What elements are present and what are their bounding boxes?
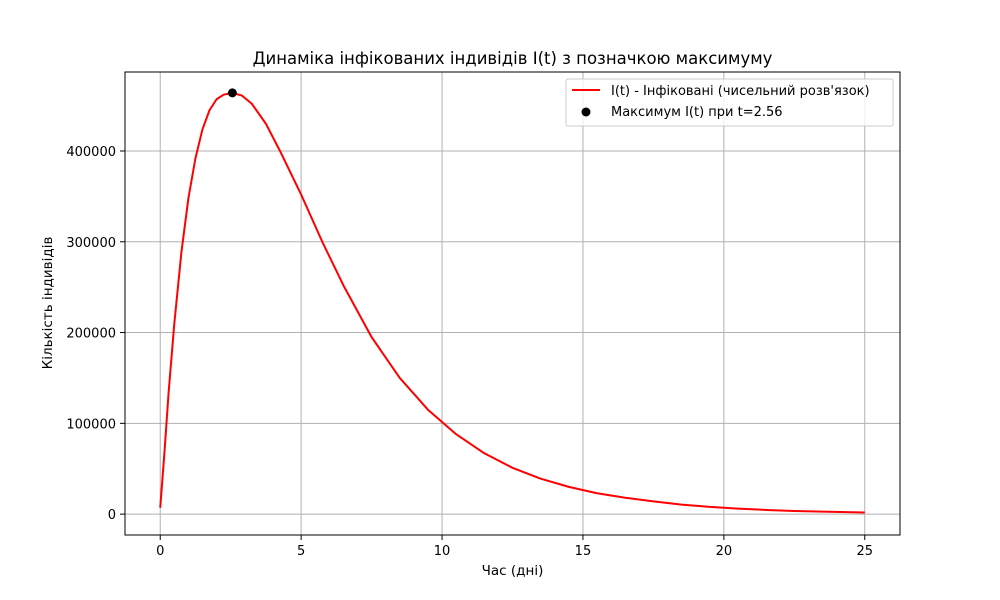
legend-marker-swatch <box>581 107 591 117</box>
legend-label-series: I(t) - Інфіковані (чисельний розв'язок) <box>611 84 870 99</box>
y-axis: 0 100000 200000 300000 400000 <box>66 145 125 523</box>
x-tick-label: 20 <box>716 544 733 559</box>
x-tick-label: 15 <box>575 544 592 559</box>
legend-label-marker: Максимум I(t) при t=2.56 <box>611 105 783 120</box>
x-tick-label: 5 <box>297 544 305 559</box>
grid <box>125 72 900 535</box>
max-point-marker <box>227 88 237 98</box>
y-tick-label: 300000 <box>66 236 116 251</box>
legend: I(t) - Інфіковані (чисельний розв'язок) … <box>565 78 894 127</box>
y-tick-label: 100000 <box>66 417 116 432</box>
x-axis: 0 5 10 15 20 25 <box>156 535 873 559</box>
series-layer <box>159 88 865 514</box>
chart-title: Динаміка інфікованих індивідів I(t) з по… <box>253 49 773 68</box>
y-tick-label: 0 <box>108 508 116 523</box>
y-tick-label: 200000 <box>66 327 116 342</box>
plot-area-frame <box>124 71 901 536</box>
x-tick-label: 25 <box>856 544 873 559</box>
legend-box <box>565 78 894 127</box>
y-tick-label: 400000 <box>66 145 116 160</box>
series-line-infected <box>159 91 865 514</box>
x-tick-label: 10 <box>434 544 451 559</box>
x-tick-label: 0 <box>156 544 164 559</box>
x-axis-label: Час (дні) <box>482 563 544 579</box>
y-axis-label: Кількість індивідів <box>40 237 56 370</box>
